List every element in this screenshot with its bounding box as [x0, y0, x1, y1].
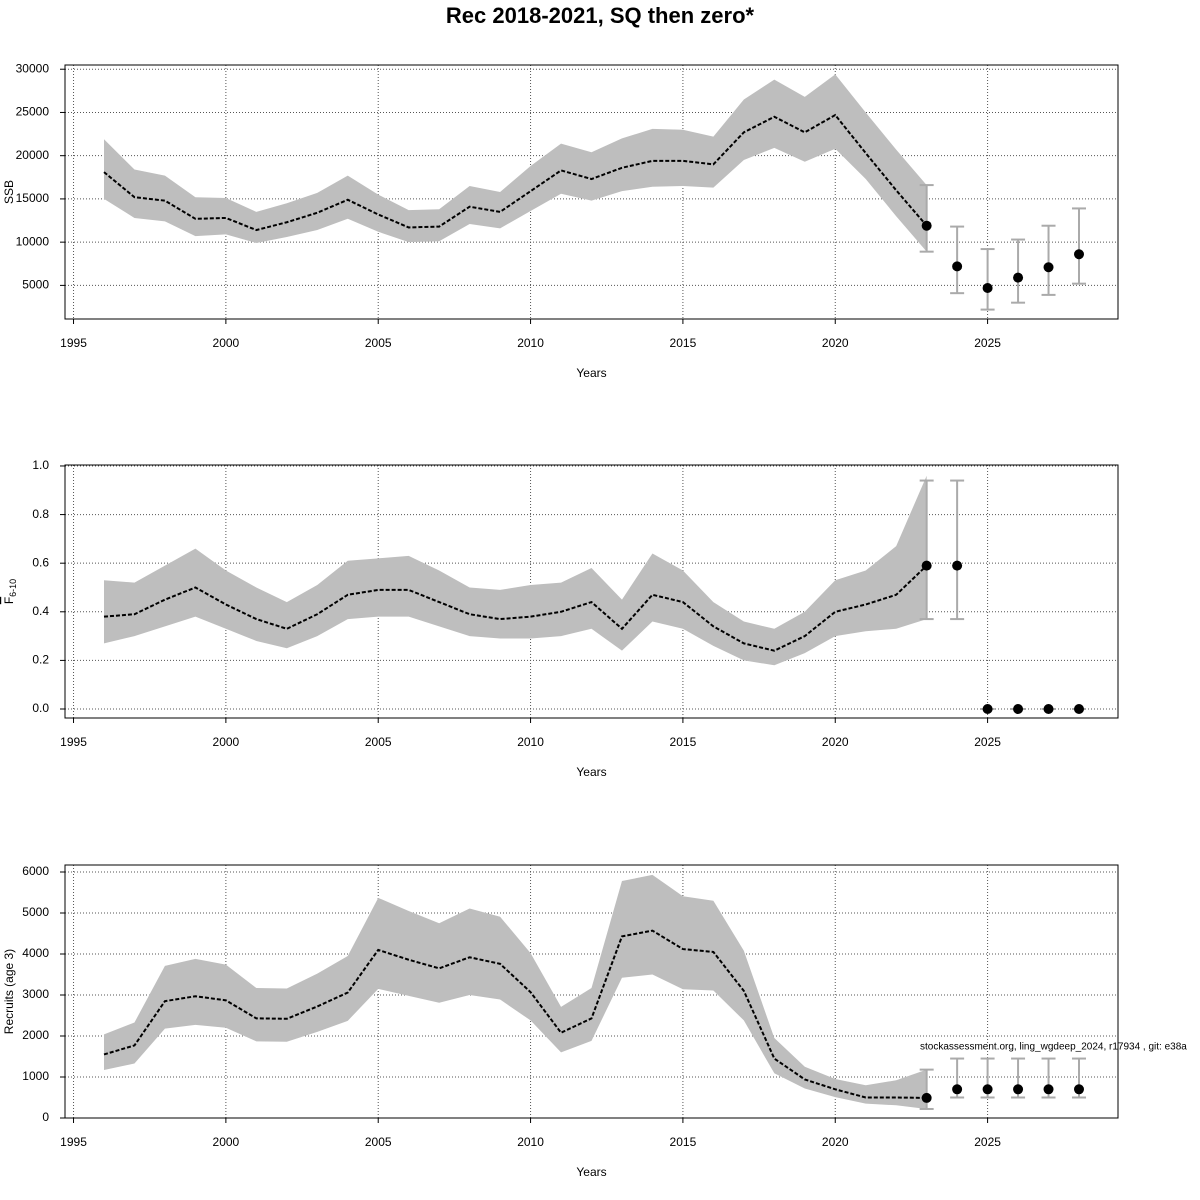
x-tick-label: 2005 [365, 735, 392, 749]
forecast-point [1013, 704, 1024, 715]
x-tick-label: 2025 [974, 735, 1001, 749]
forecast-point [1074, 1084, 1084, 1095]
estimate-line [103, 929, 927, 1099]
forecast-point [952, 560, 963, 571]
forecast-point [1013, 1084, 1024, 1095]
y-tick-label: 5000 [22, 278, 49, 292]
y-tick-label: 3000 [22, 987, 49, 1001]
forecast-point [982, 282, 993, 293]
y-tick-label: 1.0 [32, 458, 49, 472]
forecast-point [1043, 704, 1054, 715]
x-tick-label: 2000 [213, 735, 240, 749]
y-tick-label: 0.4 [32, 604, 49, 618]
y-axis-label: SSB [2, 180, 16, 204]
y-tick-label: 15000 [16, 191, 50, 205]
x-axis-label: Years [576, 366, 606, 380]
y-tick-label: 5000 [22, 905, 49, 919]
y-tick-label: 1000 [22, 1069, 49, 1083]
x-axis-label: Years [576, 765, 606, 779]
x-tick-label: 1995 [60, 336, 87, 350]
y-tick-label: 2000 [22, 1028, 49, 1042]
y-axis-label: F6-10 [2, 579, 18, 604]
y-tick-label: 0 [42, 1110, 49, 1124]
y-axis-label: Recruits (age 3) [2, 949, 16, 1034]
x-tick-label: 1995 [60, 1135, 87, 1149]
forecast-point [921, 1092, 932, 1103]
forecast-point [1074, 704, 1084, 715]
y-tick-label: 20000 [16, 148, 50, 162]
forecast-point [982, 1084, 993, 1095]
annotation: stockassessment.org, ling_wgdeep_2024, r… [920, 1042, 1187, 1053]
x-tick-label: 2020 [822, 735, 849, 749]
x-tick-label: 2020 [822, 1135, 849, 1149]
x-tick-label: 2020 [822, 336, 849, 350]
estimate-line [103, 564, 928, 652]
estimate-line [103, 113, 928, 232]
forecast-point [921, 220, 932, 231]
forecast-point [952, 261, 963, 272]
x-tick-label: 2015 [670, 336, 697, 350]
x-tick-label: 2010 [517, 735, 544, 749]
x-tick-label: 2025 [974, 1135, 1001, 1149]
confidence-band [104, 874, 927, 1109]
y-axis-label-main: Recruits (age 3) [2, 949, 16, 1034]
x-tick-label: 2005 [365, 336, 392, 350]
y-tick-label: 4000 [22, 946, 49, 960]
x-tick-label: 2010 [517, 336, 544, 350]
x-tick-label: 2015 [670, 735, 697, 749]
y-tick-label: 10000 [16, 234, 50, 248]
y-tick-label: 6000 [22, 864, 49, 878]
plot-frame [64, 64, 1119, 320]
x-tick-label: 2015 [670, 1135, 697, 1149]
x-tick-label: 2000 [213, 336, 240, 350]
x-tick-label: 2025 [974, 336, 1001, 350]
forecast-point [1043, 1084, 1054, 1095]
y-tick-label: 0.8 [32, 507, 49, 521]
forecast-point [982, 704, 993, 715]
x-axis-label: Years [576, 1165, 606, 1179]
y-tick-label: 0.6 [32, 555, 49, 569]
x-tick-label: 2010 [517, 1135, 544, 1149]
y-axis-label-subscript: 6-10 [8, 579, 18, 597]
y-tick-label: 0.0 [32, 701, 49, 715]
y-tick-label: 0.2 [32, 653, 49, 667]
y-tick-label: 25000 [16, 105, 50, 119]
confidence-band [104, 74, 927, 252]
plot-frame [64, 464, 1119, 719]
forecast-point [1043, 262, 1054, 273]
forecast-point [921, 560, 932, 571]
plot-frame [64, 864, 1119, 1119]
forecast-point [1013, 272, 1024, 283]
forecast-point [952, 1084, 963, 1095]
y-tick-label: 30000 [16, 61, 50, 75]
x-tick-label: 2005 [365, 1135, 392, 1149]
y-axis-label-main: F [2, 597, 16, 604]
confidence-band [104, 475, 927, 666]
forecast-point [1074, 249, 1084, 260]
x-tick-label: 1995 [60, 735, 87, 749]
x-tick-label: 2000 [213, 1135, 240, 1149]
chart-title: Rec 2018-2021, SQ then zero* [446, 3, 755, 28]
y-axis-label-main: SSB [2, 180, 16, 204]
